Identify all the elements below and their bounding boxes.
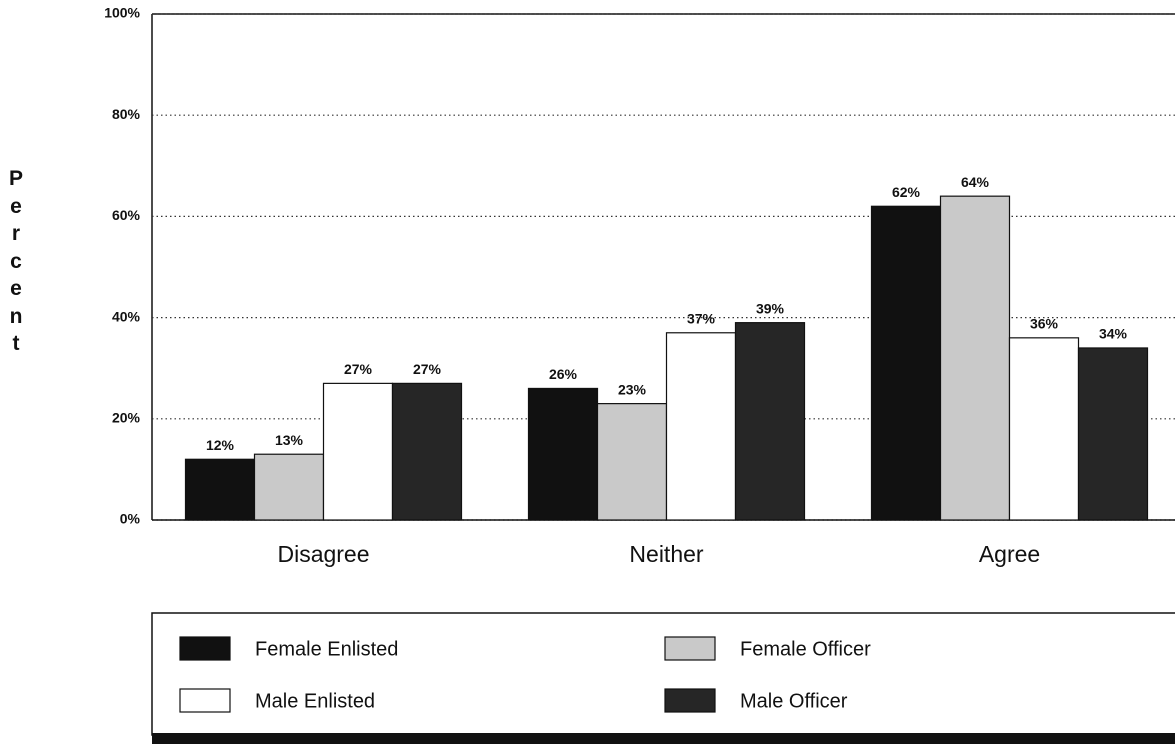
legend-label: Female Officer (740, 638, 871, 660)
value-label: 23% (618, 381, 647, 397)
value-label: 34% (1099, 326, 1128, 342)
y-tick-label: 60% (112, 207, 141, 223)
bar (939, 195, 1011, 521)
bar (184, 458, 256, 521)
bar (322, 382, 394, 521)
value-label: 37% (687, 310, 716, 326)
legend-label: Female Enlisted (255, 638, 398, 660)
value-label: 62% (892, 184, 921, 200)
legend-swatch (664, 636, 716, 661)
y-tick-label: 100% (104, 5, 140, 21)
legend-label: Male Enlisted (255, 690, 375, 712)
legend-label: Male Officer (740, 690, 848, 712)
legend-box (151, 612, 1175, 736)
value-label: 64% (961, 174, 990, 190)
bar (870, 205, 942, 521)
legend-bottom-bar (152, 733, 1175, 744)
value-label: 27% (344, 361, 373, 377)
legend-swatch (664, 688, 716, 713)
bar (665, 332, 737, 521)
bar (596, 403, 668, 521)
value-label: 13% (275, 432, 304, 448)
x-tick-label: Neither (629, 541, 703, 567)
value-label: 26% (549, 366, 578, 382)
y-tick-label: 40% (112, 308, 141, 324)
value-label: 12% (206, 437, 235, 453)
legend-swatch (179, 636, 231, 661)
bar (253, 453, 325, 521)
value-label: 39% (756, 300, 785, 316)
y-axis-label: Percent (8, 167, 23, 355)
bar (391, 382, 463, 521)
y-tick-label: 80% (112, 106, 141, 122)
x-tick-label: Agree (979, 541, 1040, 567)
legend-swatch (179, 688, 231, 713)
y-tick-label: 0% (120, 511, 141, 527)
bar (527, 387, 599, 521)
bar (1077, 347, 1149, 521)
bar (1008, 337, 1080, 521)
x-tick-label: Disagree (277, 541, 369, 567)
bar (734, 322, 806, 521)
value-label: 27% (413, 361, 442, 377)
y-tick-label: 20% (112, 410, 141, 426)
value-label: 36% (1030, 316, 1059, 332)
